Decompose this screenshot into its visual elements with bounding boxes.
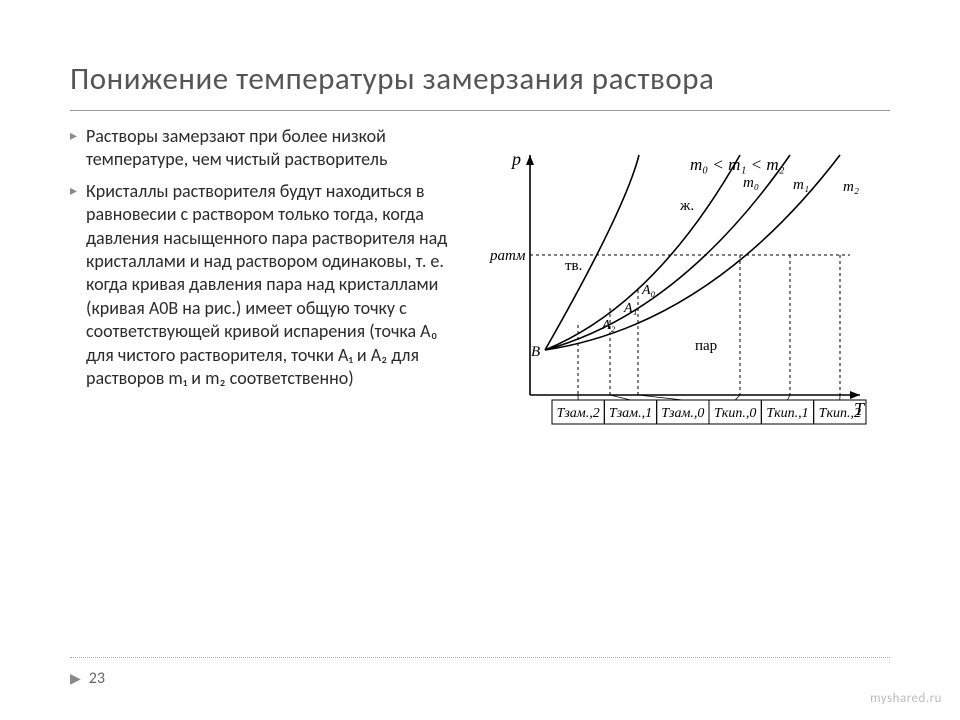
svg-text:m₀ < m₁ < m₂: m₀ < m₁ < m₂ bbox=[690, 155, 785, 174]
svg-text:ж.: ж. bbox=[679, 198, 694, 214]
phase-diagram: pTpатмBm₀ < m₁ < m₂тв.ж.парm₀A₀m₁A₁m₂A₂T… bbox=[470, 135, 890, 465]
svg-text:Tкип.,1: Tкип.,1 bbox=[766, 406, 808, 421]
svg-text:A₁: A₁ bbox=[623, 301, 637, 316]
svg-text:A₂: A₂ bbox=[601, 318, 616, 333]
svg-text:Tкип.,0: Tкип.,0 bbox=[714, 406, 756, 421]
bullet-1-text: Растворы замерзают при более низкой темп… bbox=[86, 125, 387, 170]
svg-text:A₀: A₀ bbox=[641, 283, 656, 298]
slide-title: Понижение температуры замерзания раствор… bbox=[70, 60, 890, 111]
svg-text:m₂: m₂ bbox=[843, 179, 859, 195]
diagram-column: pTpатмBm₀ < m₁ < m₂тв.ж.парm₀A₀m₁A₁m₂A₂T… bbox=[470, 125, 890, 465]
footer-rule bbox=[70, 657, 890, 658]
svg-text:Tкип.,2: Tкип.,2 bbox=[819, 406, 861, 421]
footer-arrow-icon: ▶ bbox=[70, 670, 81, 687]
page-number: 23 bbox=[89, 669, 105, 688]
svg-text:pатм: pатм bbox=[489, 248, 526, 264]
slide: Понижение температуры замерзания раствор… bbox=[0, 0, 960, 720]
svg-text:пар: пар bbox=[695, 338, 717, 354]
svg-text:B: B bbox=[531, 344, 540, 360]
bullet-1: Растворы замерзают при более низкой темп… bbox=[70, 125, 450, 172]
bullet-2: Кристаллы растворителя будут находиться … bbox=[70, 180, 450, 391]
text-column: Растворы замерзают при более низкой темп… bbox=[70, 125, 450, 465]
svg-text:m₀: m₀ bbox=[743, 175, 759, 191]
svg-text:тв.: тв. bbox=[565, 258, 582, 274]
bullet-2-text: Кристаллы растворителя будут находиться … bbox=[86, 180, 447, 389]
content-row: Растворы замерзают при более низкой темп… bbox=[70, 125, 890, 465]
svg-text:Tзам.,1: Tзам.,1 bbox=[609, 406, 652, 421]
svg-text:Tзам.,0: Tзам.,0 bbox=[661, 406, 704, 421]
svg-text:m₁: m₁ bbox=[793, 177, 809, 193]
footer: ▶ 23 bbox=[70, 669, 105, 688]
svg-text:Tзам.,2: Tзам.,2 bbox=[557, 406, 600, 421]
watermark: myshared.ru bbox=[870, 691, 942, 706]
svg-text:p: p bbox=[510, 149, 521, 169]
